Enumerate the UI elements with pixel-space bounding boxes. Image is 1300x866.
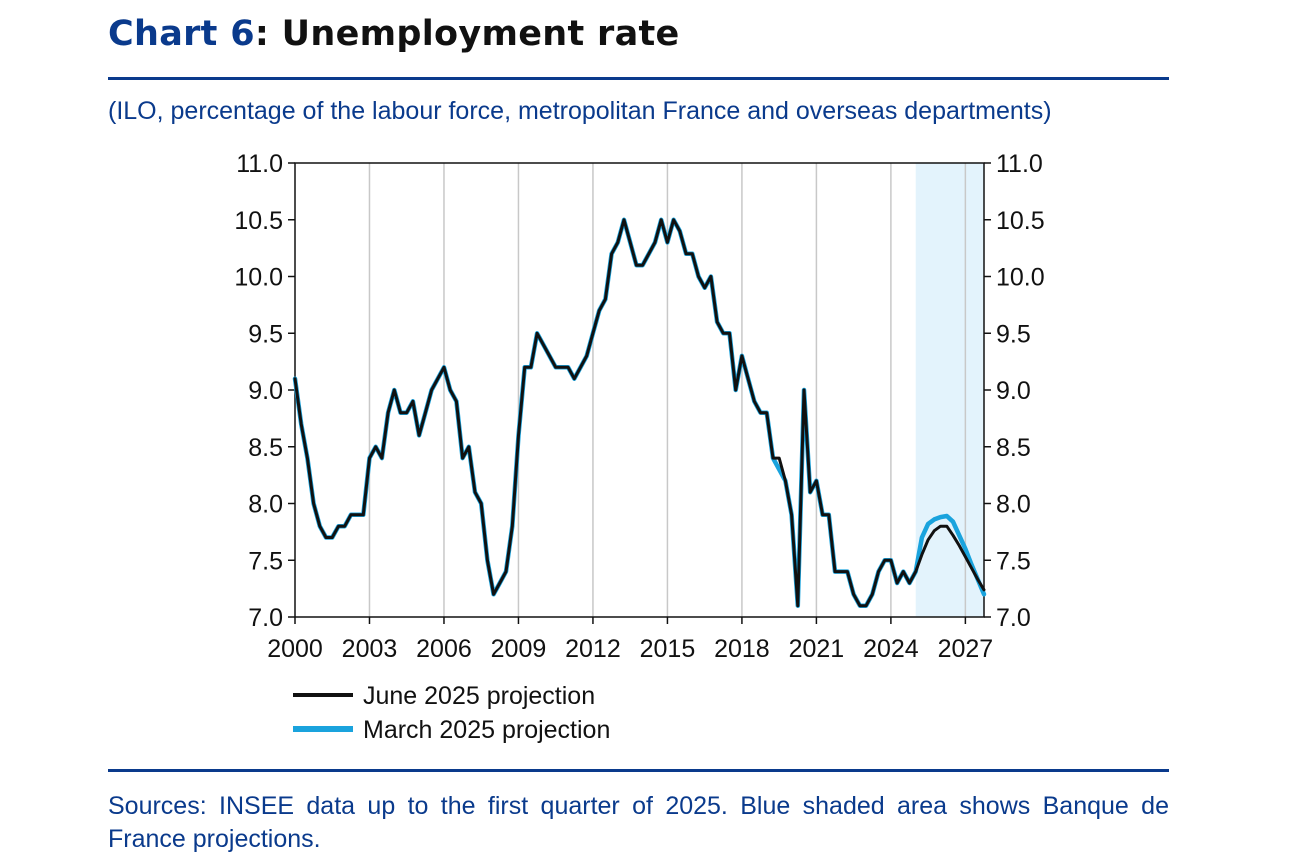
projection-shaded-area: [915, 163, 984, 617]
y-tick-label-left: 10.0: [234, 264, 283, 292]
y-tick-label-right: 8.0: [996, 491, 1031, 519]
y-tick-label-left: 8.5: [248, 434, 283, 462]
y-tick-label-left: 10.5: [234, 207, 283, 235]
x-tick-label: 2009: [491, 635, 547, 663]
x-tick-label: 2003: [342, 635, 398, 663]
y-tick-label-right: 7.0: [996, 604, 1031, 632]
y-tick-label-right: 10.0: [996, 264, 1045, 292]
y-tick-label-right: 8.5: [996, 434, 1031, 462]
x-tick-label: 2006: [416, 635, 472, 663]
chart-title-prefix: Chart 6: [108, 14, 255, 54]
x-tick-label: 2024: [863, 635, 919, 663]
x-tick-label: 2012: [565, 635, 621, 663]
chart-title: Chart 6: Unemployment rate: [108, 14, 680, 54]
bottom-rule: [108, 769, 1169, 772]
plot-frame: [294, 162, 985, 618]
x-tick-label: 2018: [714, 635, 770, 663]
y-tick-label-left: 7.0: [248, 604, 283, 632]
top-rule: [108, 77, 1169, 80]
x-tick-label: 2000: [267, 635, 323, 663]
march-2025-projection-line: [292, 217, 987, 608]
legend-june-label: June 2025 projection: [363, 682, 595, 710]
y-tick-label-right: 11.0: [996, 150, 1043, 178]
x-tick-label: 2027: [938, 635, 994, 663]
chart-svg: 7.0 7.0 7.5 7.5 8.0 8.0 8.5 8.5 9.0 9.0 9.5 9.5 10.0…: [234, 150, 1045, 744]
june-2025-projection-line: [293, 218, 986, 608]
y-tick-label-right: 9.5: [996, 320, 1031, 348]
y-tick-label-left: 11.0: [236, 150, 283, 178]
y-tick-label-left: 7.5: [248, 547, 283, 575]
y-tick-label-right: 7.5: [996, 547, 1031, 575]
chart-title-rest: : Unemployment rate: [254, 14, 680, 54]
y-tick-label-right: 10.5: [996, 207, 1045, 235]
x-tick-label: 2015: [640, 635, 696, 663]
source-note: Sources: INSEE data up to the first quar…: [108, 792, 1169, 853]
legend-march-label: March 2025 projection: [363, 716, 610, 744]
y-tick-label-left: 8.0: [248, 491, 283, 519]
x-tick-label: 2021: [789, 635, 845, 663]
y-tick-label-left: 9.0: [248, 377, 283, 405]
chart-subtitle: (ILO, percentage of the labour force, me…: [108, 97, 1052, 125]
y-tick-label-left: 9.5: [248, 320, 283, 348]
y-tick-label-right: 9.0: [996, 377, 1031, 405]
